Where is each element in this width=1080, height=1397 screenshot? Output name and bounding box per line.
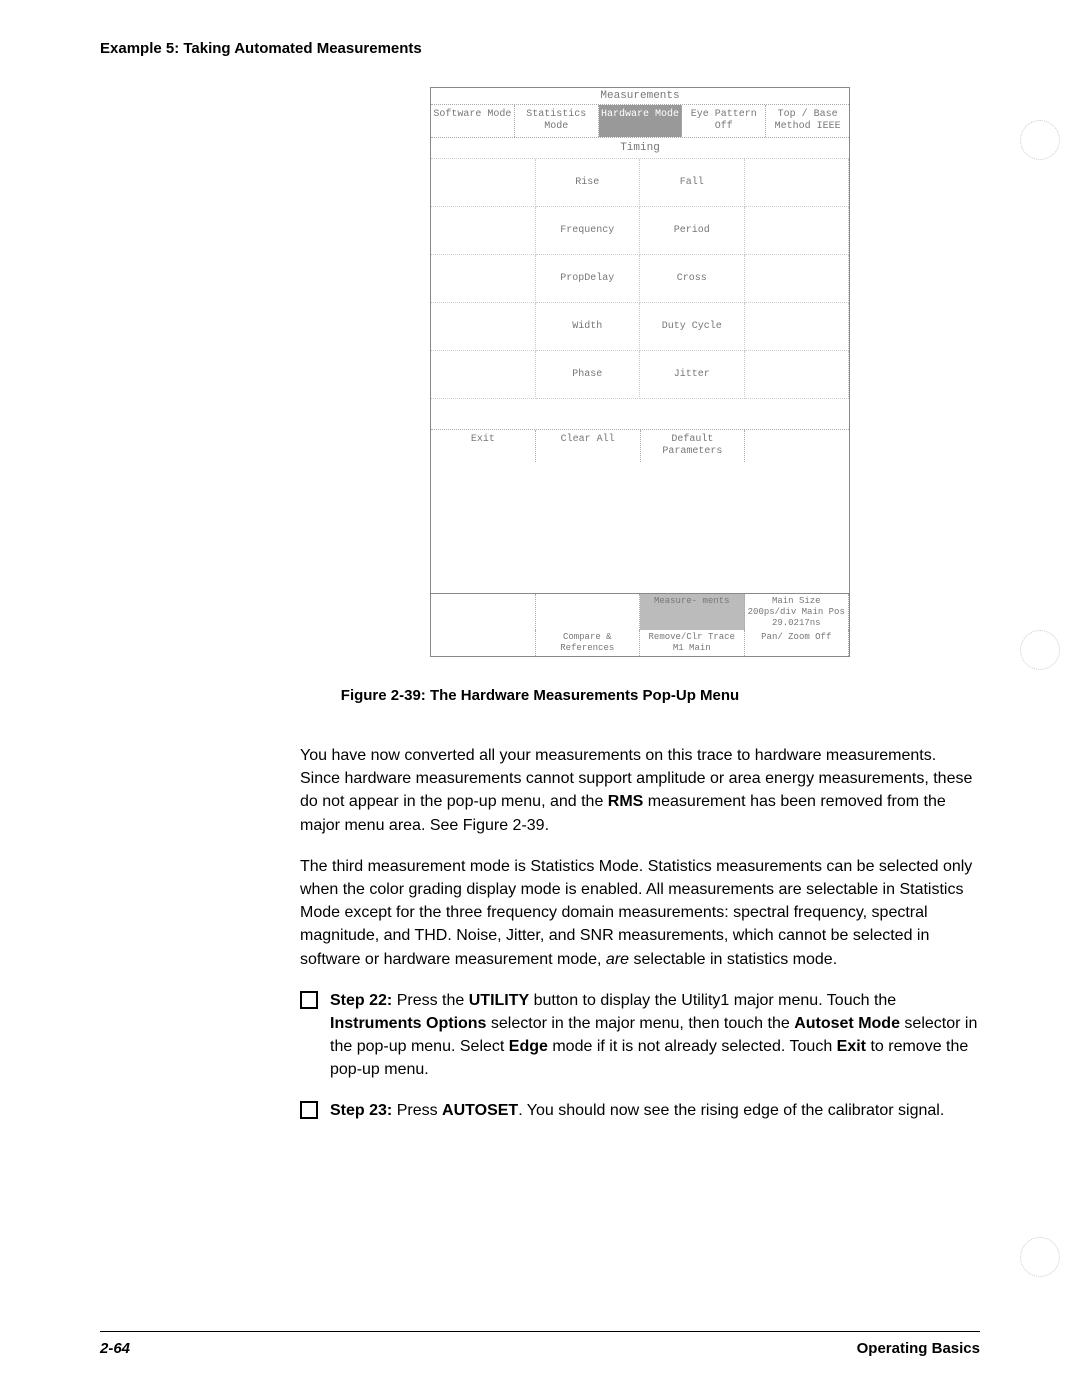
- punch-hole-icon: [1020, 630, 1060, 670]
- btn-frequency[interactable]: Frequency: [536, 207, 641, 255]
- body-text: You have now converted all your measurem…: [300, 744, 980, 1123]
- btn-clear-all[interactable]: Clear All: [536, 430, 641, 462]
- paragraph-2: The third measurement mode is Statistics…: [300, 855, 980, 971]
- step-23: Step 23: Press AUTOSET. You should now s…: [300, 1099, 980, 1122]
- tab-software-mode[interactable]: Software Mode: [431, 105, 515, 137]
- page-header: Example 5: Taking Automated Measurements: [100, 40, 980, 57]
- menu-bottom-row: Exit Clear All Default Parameters: [431, 429, 849, 462]
- tab-hardware-mode[interactable]: Hardware Mode: [599, 105, 683, 137]
- page-footer: 2-64 Operating Basics: [100, 1331, 980, 1357]
- status-remove-clr[interactable]: Remove/Clr Trace M1 Main: [640, 630, 745, 656]
- btn-jitter[interactable]: Jitter: [640, 351, 745, 399]
- checkbox-icon: [300, 1101, 318, 1119]
- timing-title: Timing: [431, 138, 849, 158]
- punch-hole-icon: [1020, 120, 1060, 160]
- btn-duty-cycle[interactable]: Duty Cycle: [640, 303, 745, 351]
- tab-top-base-method[interactable]: Top / Base Method IEEE: [766, 105, 849, 137]
- step-22: Step 22: Press the UTILITY button to dis…: [300, 989, 980, 1082]
- tab-eye-pattern[interactable]: Eye Pattern Off: [682, 105, 766, 137]
- tab-statistics-mode[interactable]: Statistics Mode: [515, 105, 599, 137]
- btn-propdelay[interactable]: PropDelay: [536, 255, 641, 303]
- figure-caption: Figure 2-39: The Hardware Measurements P…: [100, 687, 980, 704]
- punch-hole-icon: [1020, 1237, 1060, 1277]
- status-pan-zoom[interactable]: Pan/ Zoom Off: [745, 630, 850, 656]
- page-number: 2-64: [100, 1340, 130, 1357]
- btn-rise[interactable]: Rise: [536, 159, 641, 207]
- btn-exit[interactable]: Exit: [431, 430, 536, 462]
- status-measurements[interactable]: Measure- ments: [640, 594, 745, 630]
- btn-fall[interactable]: Fall: [640, 159, 745, 207]
- status-bar: Measure- ments Main Size 200ps/div Main …: [431, 593, 849, 656]
- menu-title: Measurements: [431, 88, 849, 105]
- btn-period[interactable]: Period: [640, 207, 745, 255]
- menu-top-row: Software Mode Statistics Mode Hardware M…: [431, 105, 849, 138]
- btn-phase[interactable]: Phase: [536, 351, 641, 399]
- status-main-size[interactable]: Main Size 200ps/div Main Pos 29.0217ns: [745, 594, 850, 630]
- status-compare-refs[interactable]: Compare & References: [536, 630, 641, 656]
- paragraph-1: You have now converted all your measurem…: [300, 744, 980, 837]
- popup-menu-figure: Measurements Software Mode Statistics Mo…: [430, 87, 850, 657]
- checkbox-icon: [300, 991, 318, 1009]
- timing-grid: RiseFall FrequencyPeriod PropDelayCross …: [431, 158, 849, 399]
- btn-width[interactable]: Width: [536, 303, 641, 351]
- section-name: Operating Basics: [857, 1340, 980, 1357]
- btn-cross[interactable]: Cross: [640, 255, 745, 303]
- btn-default-parameters[interactable]: Default Parameters: [641, 430, 746, 462]
